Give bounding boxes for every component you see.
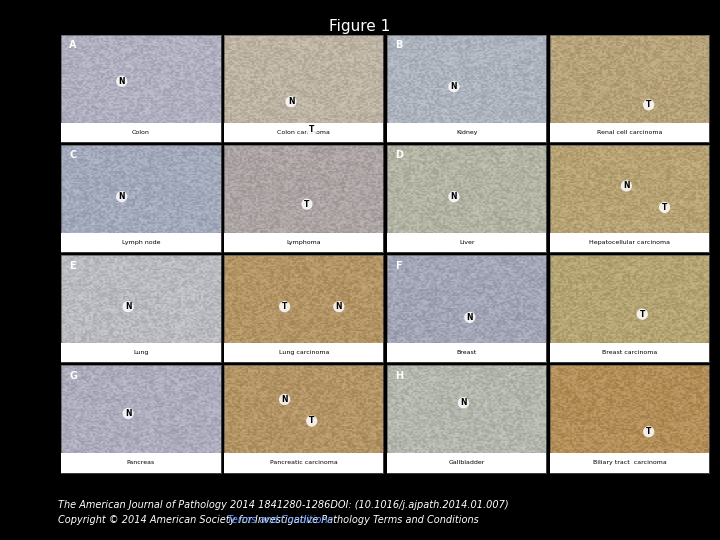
Text: T: T [646, 427, 652, 436]
Text: Terms and Conditions: Terms and Conditions [228, 515, 333, 525]
Text: N: N [623, 181, 629, 191]
Text: Lung: Lung [133, 350, 148, 355]
Text: Copyright © 2014 American Society for Investigative Pathology Terms and Conditio: Copyright © 2014 American Society for In… [58, 515, 478, 525]
Text: Gallbladder: Gallbladder [449, 460, 485, 465]
Text: T: T [282, 302, 287, 311]
Text: E: E [69, 260, 76, 271]
Text: Lymph node: Lymph node [122, 240, 160, 245]
Text: F: F [395, 260, 402, 271]
Text: H: H [395, 370, 403, 381]
Text: C: C [69, 151, 76, 160]
Text: Kidney: Kidney [456, 130, 477, 135]
FancyBboxPatch shape [550, 453, 709, 472]
Text: Biliary tract  carcinoma: Biliary tract carcinoma [593, 460, 667, 465]
Text: T: T [662, 203, 667, 212]
Text: Colon: Colon [132, 130, 150, 135]
Text: Pancreas: Pancreas [127, 460, 155, 465]
Text: N: N [119, 192, 125, 201]
Text: T: T [305, 200, 310, 208]
Text: Hepatocellular carcinoma: Hepatocellular carcinoma [589, 240, 670, 245]
Text: T: T [639, 309, 645, 319]
Text: Lymphoma: Lymphoma [287, 240, 321, 245]
Text: Lung carcinoma: Lung carcinoma [279, 350, 329, 355]
Text: A: A [69, 40, 76, 50]
Text: Renal cell carcinoma: Renal cell carcinoma [597, 130, 662, 135]
FancyBboxPatch shape [387, 453, 546, 472]
FancyBboxPatch shape [224, 123, 383, 143]
FancyBboxPatch shape [224, 453, 383, 472]
FancyBboxPatch shape [61, 123, 220, 143]
Text: N: N [451, 82, 457, 91]
Text: N: N [282, 395, 288, 404]
Text: N: N [288, 97, 294, 106]
Text: N: N [125, 302, 131, 311]
Text: D: D [395, 151, 403, 160]
Text: N: N [119, 77, 125, 86]
Text: N: N [451, 192, 457, 201]
FancyBboxPatch shape [387, 233, 546, 252]
Text: N: N [336, 302, 342, 311]
Text: T: T [309, 125, 315, 134]
Text: G: G [69, 370, 77, 381]
Text: Pancreatic carcinoma: Pancreatic carcinoma [270, 460, 338, 465]
FancyBboxPatch shape [61, 343, 220, 362]
Text: N: N [125, 409, 131, 418]
FancyBboxPatch shape [61, 453, 220, 472]
Text: Breast carcinoma: Breast carcinoma [602, 350, 657, 355]
FancyBboxPatch shape [387, 343, 546, 362]
Text: The American Journal of Pathology 2014 184 1280-1286DOI: (10.1016/j.ajpath.2014.: The American Journal of Pathology 2014 1… [58, 500, 508, 510]
Text: Figure 1: Figure 1 [329, 19, 391, 34]
FancyBboxPatch shape [550, 233, 709, 252]
FancyBboxPatch shape [550, 343, 709, 362]
Text: Liver: Liver [459, 240, 474, 245]
Text: T: T [309, 416, 315, 426]
FancyBboxPatch shape [224, 233, 383, 252]
Text: N: N [467, 313, 473, 322]
Text: T: T [646, 100, 652, 110]
Text: B: B [395, 40, 402, 50]
FancyBboxPatch shape [550, 123, 709, 143]
Text: Breast: Breast [456, 350, 477, 355]
FancyBboxPatch shape [61, 233, 220, 252]
Text: Colon carcinoma: Colon carcinoma [277, 130, 330, 135]
Text: N: N [460, 398, 467, 407]
FancyBboxPatch shape [387, 123, 546, 143]
FancyBboxPatch shape [224, 343, 383, 362]
